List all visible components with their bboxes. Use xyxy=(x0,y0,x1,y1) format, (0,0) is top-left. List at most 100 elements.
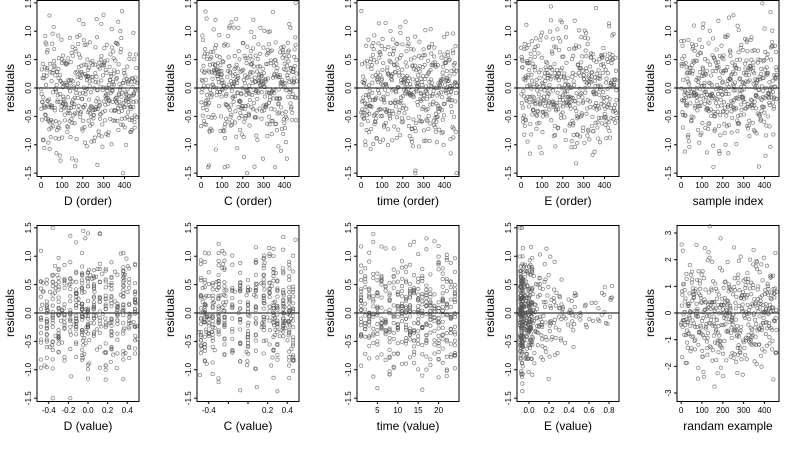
data-point xyxy=(367,250,372,255)
y-tick-label: -0.5 xyxy=(504,109,513,123)
y-tick-label: -1.0 xyxy=(504,137,513,151)
data-point xyxy=(109,301,114,306)
data-point xyxy=(530,255,535,261)
data-point xyxy=(91,282,96,287)
data-point xyxy=(774,289,779,295)
data-point xyxy=(567,46,572,52)
data-point xyxy=(249,77,254,82)
data-point xyxy=(80,311,85,316)
data-point xyxy=(38,340,43,345)
data-point xyxy=(287,323,292,328)
data-point xyxy=(219,94,224,99)
data-point xyxy=(575,62,581,67)
data-point xyxy=(62,358,67,363)
data-point xyxy=(109,280,114,286)
data-point xyxy=(768,144,773,149)
data-point xyxy=(573,72,578,77)
data-point xyxy=(85,308,90,313)
data-point xyxy=(281,288,286,293)
data-point xyxy=(387,307,392,312)
data-point xyxy=(121,377,126,382)
data-point xyxy=(287,349,292,354)
data-point xyxy=(436,316,441,321)
data-point xyxy=(689,62,695,68)
data-points xyxy=(199,0,299,176)
data-point xyxy=(533,36,538,41)
data-point xyxy=(683,296,688,301)
data-point xyxy=(83,92,88,97)
data-point xyxy=(451,114,457,120)
data-point xyxy=(68,60,73,65)
data-point xyxy=(436,333,441,338)
data-point xyxy=(87,40,92,45)
data-point xyxy=(428,330,433,335)
data-point xyxy=(712,322,717,327)
data-point xyxy=(260,66,265,71)
data-point xyxy=(589,123,594,129)
data-point xyxy=(570,74,575,79)
data-point xyxy=(593,83,598,89)
data-point xyxy=(525,75,530,80)
data-point xyxy=(718,86,723,91)
data-point xyxy=(363,320,368,326)
data-point xyxy=(448,260,453,265)
data-point xyxy=(524,333,529,339)
data-point xyxy=(396,110,401,115)
data-point xyxy=(440,277,445,282)
data-point xyxy=(77,17,82,22)
data-point xyxy=(367,334,372,339)
data-point xyxy=(571,328,576,333)
y-tick-label: 1.5 xyxy=(504,222,513,234)
data-point xyxy=(234,62,239,67)
data-point xyxy=(553,325,558,330)
data-point xyxy=(432,319,437,324)
data-point xyxy=(749,342,754,347)
data-point xyxy=(204,361,209,366)
data-point xyxy=(95,266,100,271)
data-point xyxy=(746,73,752,78)
data-point xyxy=(127,277,132,282)
data-point xyxy=(686,303,691,309)
data-point xyxy=(387,291,392,296)
y-tick-label: -0.5 xyxy=(24,109,33,123)
data-point xyxy=(588,51,593,56)
data-point xyxy=(123,351,128,356)
data-point xyxy=(600,55,605,60)
data-point xyxy=(210,338,215,343)
data-point xyxy=(367,356,372,361)
data-point xyxy=(416,144,422,149)
data-point xyxy=(109,283,114,288)
data-point xyxy=(48,70,53,75)
data-point xyxy=(706,127,711,132)
data-point xyxy=(44,345,49,350)
data-point xyxy=(261,314,266,319)
data-point xyxy=(440,333,445,338)
data-point xyxy=(519,45,524,50)
data-point xyxy=(549,337,554,342)
data-point xyxy=(558,336,563,341)
data-point xyxy=(440,304,445,310)
data-point xyxy=(724,316,729,321)
data-point xyxy=(282,126,287,131)
data-point xyxy=(201,83,206,88)
data-point xyxy=(761,105,767,110)
data-point xyxy=(583,86,588,91)
data-point xyxy=(587,137,592,142)
data-point xyxy=(598,140,603,145)
data-point xyxy=(227,64,232,69)
data-point xyxy=(537,75,542,81)
data-point xyxy=(450,31,456,36)
data-point xyxy=(203,77,208,82)
data-point xyxy=(251,64,257,69)
data-point xyxy=(411,95,416,100)
data-point xyxy=(550,67,555,72)
data-point xyxy=(238,261,243,266)
data-point xyxy=(530,268,535,274)
data-point xyxy=(745,270,750,276)
data-point xyxy=(584,54,589,59)
data-point xyxy=(391,321,396,326)
data-point xyxy=(680,292,685,297)
data-point xyxy=(100,73,106,78)
data-point xyxy=(602,285,607,290)
data-point xyxy=(47,13,52,18)
